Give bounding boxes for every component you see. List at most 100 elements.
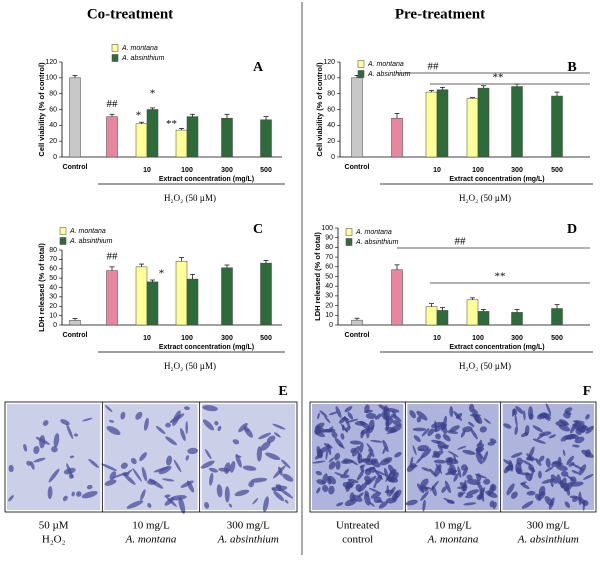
cell [574, 436, 585, 444]
cell [235, 453, 242, 468]
cell [483, 478, 491, 485]
cell [130, 457, 137, 465]
cell [421, 428, 430, 437]
bar [186, 116, 199, 158]
cell [277, 484, 282, 492]
cell [217, 425, 222, 432]
cell [483, 418, 491, 424]
cell [106, 426, 121, 436]
image-caption: control [342, 534, 373, 546]
cell [109, 471, 117, 481]
cell [374, 469, 387, 476]
cell [327, 475, 337, 485]
cell [445, 457, 453, 463]
cell [453, 454, 457, 463]
cell [322, 484, 329, 492]
cell [388, 486, 396, 497]
bar [146, 281, 159, 326]
cell [442, 433, 451, 442]
cell [512, 408, 516, 417]
cell [324, 415, 331, 424]
cell [375, 413, 382, 420]
cell [413, 435, 421, 443]
cell [416, 416, 422, 423]
bar [221, 117, 233, 158]
legend-label: A. absinthium [121, 55, 165, 62]
bar [477, 87, 490, 158]
cell [406, 462, 416, 472]
panel-letter: C [253, 222, 263, 237]
cell [250, 477, 268, 483]
cell [485, 490, 498, 498]
cell [284, 499, 289, 504]
cell [68, 474, 74, 479]
image-caption: 10 mg/L [434, 520, 472, 532]
cell [409, 410, 416, 419]
x-tick-label: 500 [551, 335, 563, 342]
y-tick-label: 70 [325, 254, 333, 261]
cell [352, 494, 363, 502]
cell [234, 489, 250, 497]
cell [354, 420, 366, 426]
cell [537, 491, 546, 500]
annotation: ** [166, 118, 177, 130]
cell [440, 444, 450, 449]
section-title: Pre-treatment [395, 6, 485, 22]
cell [121, 472, 130, 477]
cell [581, 424, 586, 433]
cell [506, 483, 515, 496]
bar [391, 117, 403, 158]
cell [569, 495, 578, 499]
bar [466, 299, 479, 326]
cell [273, 432, 281, 438]
cell [419, 485, 429, 492]
bar [351, 319, 363, 326]
y-tick-label: 100 [321, 225, 333, 232]
cell [328, 485, 335, 495]
legend-swatch [345, 228, 353, 236]
legend-label: A. montana [355, 229, 392, 236]
cell [394, 451, 402, 458]
cell [164, 494, 171, 498]
cell [71, 491, 75, 497]
annotation: ## [455, 236, 467, 248]
cell [472, 411, 480, 424]
cell [335, 406, 342, 418]
cell [431, 485, 437, 497]
cell [468, 421, 475, 427]
cell [405, 499, 418, 506]
y-tick-label: 60 [327, 106, 335, 113]
cell [390, 472, 399, 483]
cell [516, 457, 523, 465]
x-tick-label: 10 [143, 167, 151, 174]
cell [366, 443, 374, 453]
cell [474, 473, 488, 479]
bar [135, 123, 148, 158]
annotation: ## [428, 61, 440, 73]
y-tick-label: 40 [49, 122, 57, 129]
cell [558, 419, 569, 426]
cell [328, 411, 338, 416]
cell [544, 496, 554, 507]
bar [551, 308, 563, 326]
cell [420, 448, 432, 459]
cell [262, 496, 269, 512]
cell [510, 452, 523, 458]
image-caption: A. montana [427, 534, 479, 546]
cell [340, 459, 354, 464]
cell [23, 443, 28, 452]
cell [537, 412, 548, 420]
cell [359, 442, 364, 453]
cell [325, 449, 328, 460]
image-caption: 50 µM [39, 520, 69, 532]
cell [462, 426, 473, 433]
cell [86, 484, 93, 490]
cell [421, 467, 431, 472]
image-caption: A. montana [125, 534, 177, 546]
image-frame [4, 401, 298, 513]
cell [585, 425, 594, 434]
cell [390, 424, 402, 433]
cell [185, 455, 189, 461]
cell [73, 433, 78, 437]
